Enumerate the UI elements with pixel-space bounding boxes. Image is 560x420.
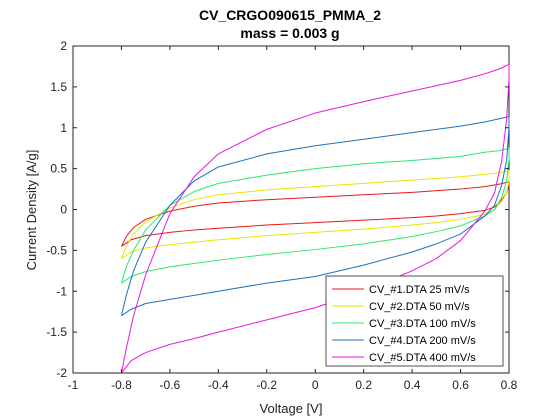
series-line-5	[120, 63, 510, 374]
legend-label-4: CV_#4.DTA 200 mV/s	[369, 335, 476, 347]
x-tick-label: -0.8	[111, 378, 132, 392]
y-tick-label: 0	[60, 203, 67, 217]
y-tick-label: -1.5	[46, 325, 67, 339]
y-tick-label: -0.5	[46, 243, 67, 257]
legend-label-1: CV_#1.DTA 25 mV/s	[369, 284, 470, 296]
chart-title: CV_CRGO090615_PMMA_2	[199, 7, 381, 23]
chart-subtitle: mass = 0.003 g	[240, 25, 339, 41]
x-tick-label: 0.2	[355, 378, 372, 392]
y-ticks: -2 -1.5 -1 -0.5 0 0.5 1 1.5 2	[46, 39, 509, 380]
legend-label-5: CV_#5.DTA 400 mV/s	[369, 352, 476, 364]
x-tick-label: -1	[68, 378, 79, 392]
y-tick-label: 1.5	[50, 80, 67, 94]
x-axis-label: Voltage [V]	[260, 401, 323, 416]
series-line-3	[120, 147, 510, 284]
x-tick-label: -0.2	[256, 378, 277, 392]
series-line-1	[120, 181, 510, 247]
y-tick-label: -2	[56, 366, 67, 380]
y-tick-label: 2	[60, 39, 67, 53]
legend-label-3: CV_#3.DTA 100 mV/s	[369, 318, 476, 330]
y-tick-label: 1	[60, 121, 67, 135]
y-axis-label: Current Density [A/g]	[24, 150, 39, 271]
legend-label-2: CV_#2.DTA 50 mV/s	[369, 301, 470, 313]
series-line-2	[120, 169, 510, 259]
x-ticks: -1 -0.8 -0.6 -0.4 -0.2 0 0.2 0.4 0.6 0.8	[68, 46, 518, 392]
legend-box	[325, 275, 504, 367]
legend-items: CV_#1.DTA 25 mV/s CV_#2.DTA 50 mV/s CV_#3.…	[332, 284, 476, 364]
x-tick-label: 0.6	[452, 378, 469, 392]
y-tick-label: -1	[56, 284, 67, 298]
x-tick-label: -0.6	[160, 378, 181, 392]
x-tick-label: 0	[312, 378, 319, 392]
x-tick-label: 0.8	[501, 378, 518, 392]
y-tick-label: 0.5	[50, 162, 67, 176]
x-tick-label: 0.4	[404, 378, 421, 392]
legend: CV_#1.DTA 25 mV/s CV_#2.DTA 50 mV/s CV_#3.…	[325, 275, 504, 367]
x-tick-label: -0.4	[208, 378, 229, 392]
